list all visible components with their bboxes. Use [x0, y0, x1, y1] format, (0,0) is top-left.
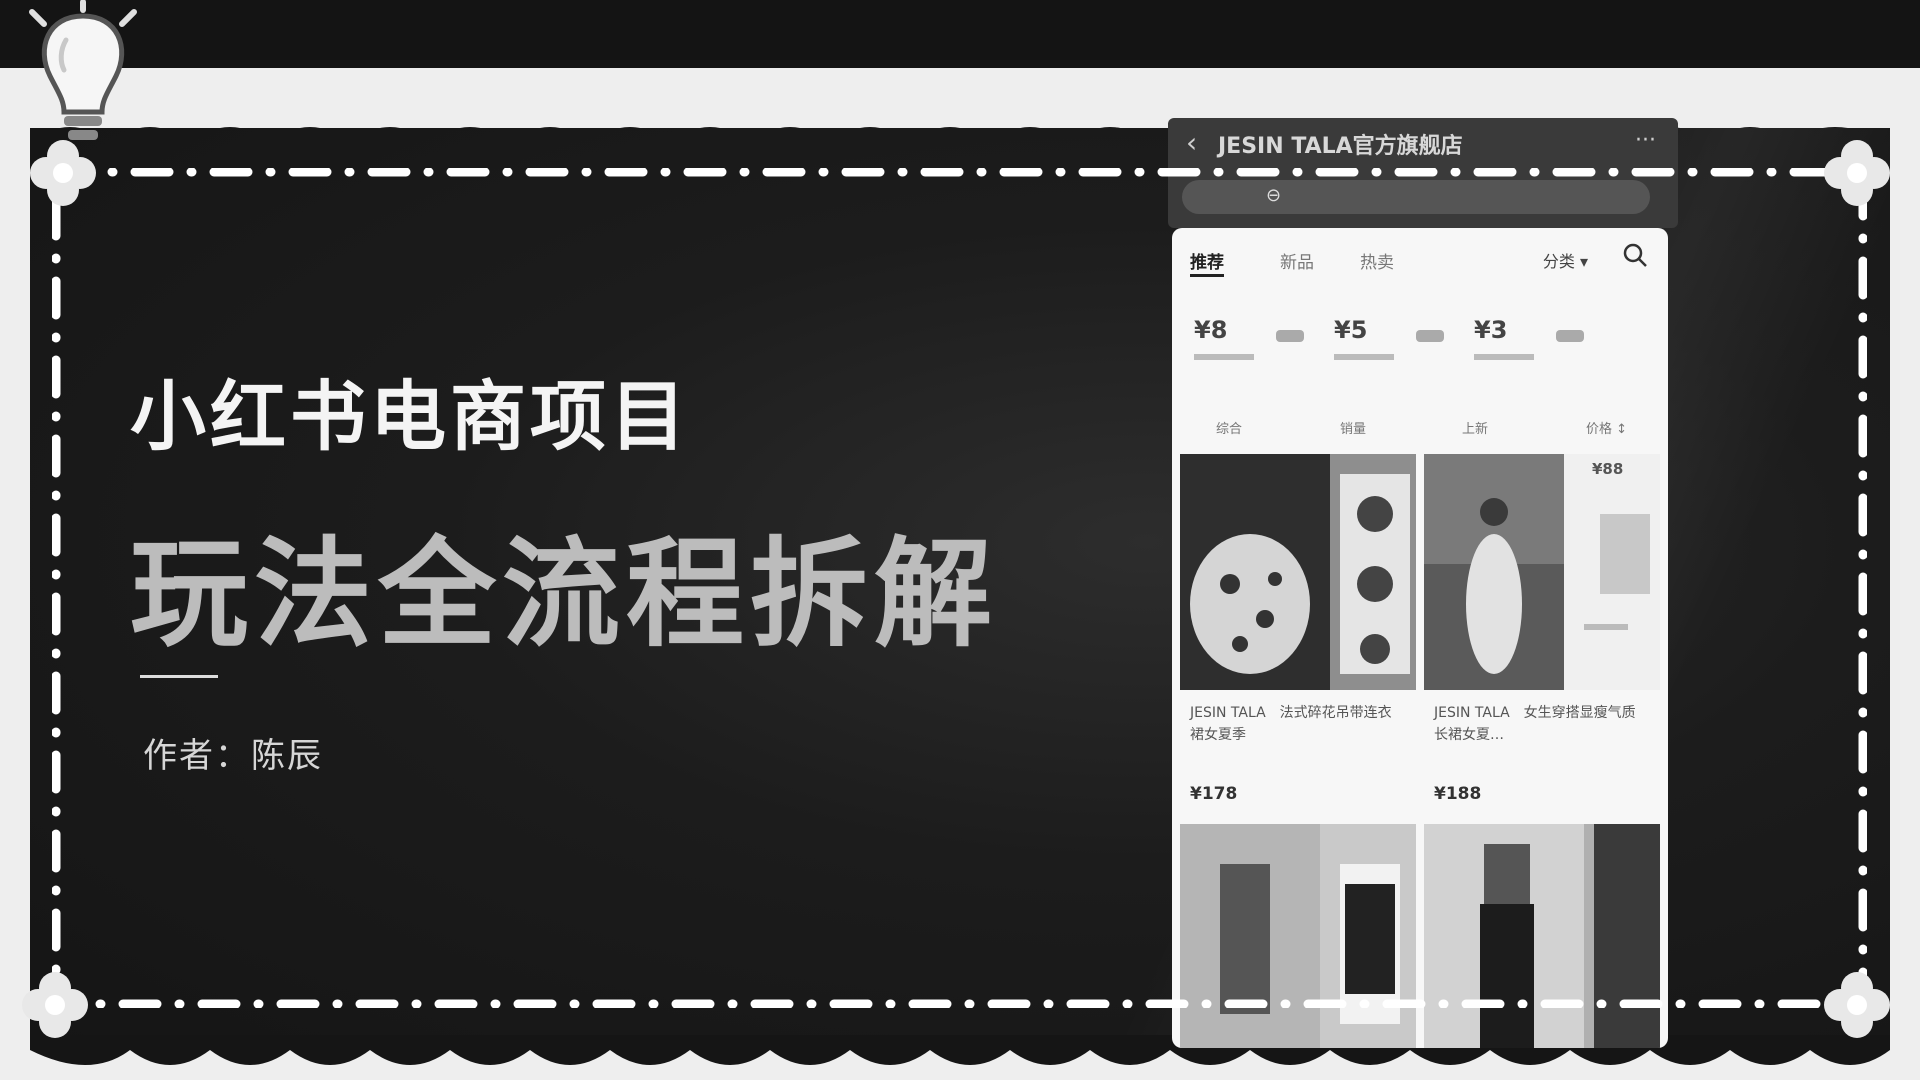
product-photo [1424, 454, 1660, 690]
sort-new[interactable]: 上新 [1462, 422, 1489, 437]
sort-sales[interactable]: 销量 [1340, 422, 1367, 437]
coupon-label [1194, 354, 1254, 360]
product-image[interactable] [1424, 824, 1660, 1048]
coupon-label [1474, 354, 1534, 360]
slide-title-line2: 玩法全流程拆解 [130, 525, 999, 663]
coupon-amount: ¥8 [1194, 316, 1228, 344]
title-divider [140, 675, 218, 678]
phone-header: ‹ JESIN TALA官方旗舰店 ··· ⊖ [1168, 118, 1678, 228]
flower-icon [1824, 972, 1890, 1038]
flower-icon [30, 140, 96, 206]
coupon-claim-button[interactable] [1416, 330, 1444, 342]
slide-title-line1: 小红书电商项目 [130, 372, 690, 461]
tab-hot[interactable]: 热卖 [1360, 253, 1394, 273]
sort-bar: 综合 销量 上新 价格 ↕ [1172, 418, 1668, 442]
coupon-item[interactable]: ¥8 [1194, 316, 1334, 366]
top-bar [0, 0, 1920, 68]
coupon-amount: ¥5 [1334, 316, 1368, 344]
phone-screen: 推荐 新品 热卖 分类 ▾ ¥8 ¥5 ¥3 综合 销量 上新 价格 ↕ [1172, 228, 1668, 1048]
product-price: ¥178 [1190, 784, 1238, 804]
coupon-label [1334, 354, 1394, 360]
product-title[interactable]: JESIN TALA 女生穿搭显瘦气质长裙女夏… [1434, 705, 1636, 743]
search-icon: ⊖ [1266, 185, 1282, 206]
tab-recommended[interactable]: 推荐 [1190, 248, 1224, 277]
product-image[interactable] [1180, 454, 1416, 690]
product-price: ¥188 [1434, 784, 1482, 804]
tab-new[interactable]: 新品 [1280, 253, 1314, 273]
sort-price[interactable]: 价格 ↕ [1586, 422, 1628, 437]
product-image[interactable] [1424, 454, 1660, 690]
lightbulb-icon [29, 0, 137, 140]
coupon-item[interactable]: ¥5 [1334, 316, 1474, 366]
coupon-amount: ¥3 [1474, 316, 1508, 344]
category-dropdown[interactable]: 分类 ▾ [1542, 252, 1588, 271]
product-photo [1424, 824, 1660, 1048]
product-photo [1180, 454, 1416, 690]
search-icon[interactable] [1622, 242, 1648, 268]
coupon-claim-button[interactable] [1556, 330, 1584, 342]
product-photo [1180, 824, 1416, 1048]
flower-icon [1824, 140, 1890, 206]
side-price: ¥88 [1592, 460, 1624, 478]
back-arrow-icon[interactable]: ‹ [1186, 126, 1198, 159]
author-label: 作者：陈辰 [143, 736, 323, 776]
more-icon[interactable]: ··· [1635, 128, 1656, 153]
coupon-item[interactable]: ¥3 [1474, 316, 1614, 366]
product-title[interactable]: JESIN TALA 法式碎花吊带连衣裙女夏季 [1190, 705, 1392, 743]
coupon-claim-button[interactable] [1276, 330, 1304, 342]
search-bar[interactable]: ⊖ [1182, 180, 1650, 214]
sort-general[interactable]: 综合 [1216, 422, 1243, 437]
product-image[interactable] [1180, 824, 1416, 1048]
store-title: JESIN TALA官方旗舰店 [1218, 134, 1463, 159]
flower-icon [22, 972, 88, 1038]
